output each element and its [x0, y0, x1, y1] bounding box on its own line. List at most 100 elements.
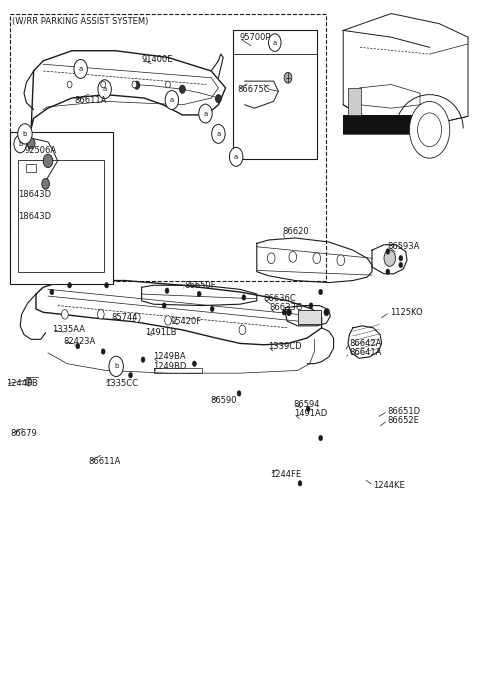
Text: 86620: 86620: [282, 226, 309, 236]
Circle shape: [74, 59, 87, 78]
Circle shape: [284, 72, 292, 83]
Text: 86675C: 86675C: [238, 84, 270, 94]
Circle shape: [18, 124, 32, 144]
Circle shape: [132, 81, 137, 88]
Circle shape: [166, 81, 170, 88]
Text: 1249BA: 1249BA: [153, 352, 185, 362]
Text: a: a: [273, 40, 277, 45]
Circle shape: [313, 253, 321, 264]
Circle shape: [197, 291, 201, 297]
Circle shape: [418, 113, 442, 147]
Circle shape: [212, 124, 225, 143]
Circle shape: [50, 289, 54, 295]
Text: (W/RR PARKING ASSIST SYSTEM): (W/RR PARKING ASSIST SYSTEM): [12, 17, 148, 26]
Circle shape: [268, 34, 281, 51]
Circle shape: [384, 250, 396, 266]
Text: 95700P: 95700P: [240, 32, 272, 42]
Circle shape: [324, 309, 329, 316]
Circle shape: [210, 306, 214, 312]
Text: b: b: [23, 131, 27, 137]
Circle shape: [68, 283, 72, 288]
Circle shape: [242, 295, 246, 300]
Text: 92506A: 92506A: [25, 145, 57, 155]
Text: 1244FB: 1244FB: [6, 379, 37, 389]
Text: 86611A: 86611A: [74, 95, 107, 105]
Text: 95420F: 95420F: [170, 316, 202, 326]
Circle shape: [14, 135, 26, 153]
Circle shape: [165, 288, 169, 293]
Text: 86650F: 86650F: [185, 281, 216, 290]
Text: 86611A: 86611A: [89, 456, 121, 466]
Circle shape: [109, 356, 123, 377]
Text: 18643D: 18643D: [18, 212, 51, 221]
Text: 86642A: 86642A: [349, 339, 382, 348]
Circle shape: [129, 372, 132, 378]
Circle shape: [306, 406, 310, 412]
Circle shape: [229, 147, 243, 166]
Circle shape: [61, 310, 68, 319]
Circle shape: [409, 101, 450, 158]
Text: 1491LB: 1491LB: [145, 328, 177, 337]
Circle shape: [298, 481, 302, 486]
Circle shape: [101, 81, 106, 88]
Circle shape: [319, 289, 323, 295]
Text: 86651D: 86651D: [388, 406, 421, 416]
Text: b: b: [114, 364, 119, 369]
Circle shape: [237, 391, 241, 396]
Circle shape: [101, 349, 105, 354]
Text: 1244FE: 1244FE: [270, 470, 301, 479]
Circle shape: [97, 310, 104, 319]
Circle shape: [199, 104, 212, 123]
Circle shape: [386, 249, 390, 254]
Circle shape: [180, 85, 185, 93]
Circle shape: [141, 357, 145, 362]
Text: 86633G: 86633G: [270, 303, 303, 312]
Bar: [343, 115, 425, 134]
Bar: [18, 160, 104, 272]
Text: 1491AD: 1491AD: [294, 409, 327, 418]
Bar: [298, 310, 321, 324]
Text: 86593A: 86593A: [388, 241, 420, 251]
Circle shape: [319, 435, 323, 441]
Circle shape: [282, 310, 286, 315]
Text: 85744: 85744: [111, 313, 138, 322]
Text: 86652E: 86652E: [388, 416, 420, 425]
Circle shape: [386, 269, 390, 274]
Text: 1244KE: 1244KE: [373, 481, 405, 490]
Circle shape: [43, 154, 53, 168]
Circle shape: [399, 262, 403, 268]
Circle shape: [309, 303, 313, 308]
Text: a: a: [204, 111, 207, 116]
Text: 86679: 86679: [11, 429, 37, 439]
Circle shape: [133, 313, 140, 322]
Circle shape: [105, 283, 108, 288]
Circle shape: [399, 256, 403, 261]
Text: 86594: 86594: [294, 400, 320, 409]
Circle shape: [165, 91, 179, 110]
Circle shape: [76, 343, 80, 349]
Text: 1335CC: 1335CC: [105, 379, 138, 389]
Text: 86641A: 86641A: [349, 348, 382, 358]
Circle shape: [27, 138, 35, 149]
Circle shape: [67, 81, 72, 88]
Text: a: a: [103, 87, 107, 92]
Bar: [348, 88, 361, 115]
Circle shape: [289, 251, 297, 262]
Text: b: b: [18, 141, 23, 147]
Circle shape: [216, 95, 221, 103]
Text: 82423A: 82423A: [63, 337, 96, 346]
Circle shape: [267, 253, 275, 264]
Bar: [10, 14, 326, 281]
Bar: [233, 30, 317, 159]
Circle shape: [162, 303, 166, 308]
Circle shape: [239, 325, 246, 335]
Circle shape: [42, 178, 49, 189]
Text: 1339CD: 1339CD: [268, 341, 301, 351]
Text: 86636C: 86636C: [263, 294, 296, 304]
Text: 86590: 86590: [210, 395, 237, 405]
Text: 1335AA: 1335AA: [52, 325, 85, 335]
Text: 1125KO: 1125KO: [390, 308, 422, 317]
Text: 1249BD: 1249BD: [153, 362, 186, 371]
Circle shape: [134, 81, 140, 89]
Text: 91400E: 91400E: [142, 55, 173, 64]
